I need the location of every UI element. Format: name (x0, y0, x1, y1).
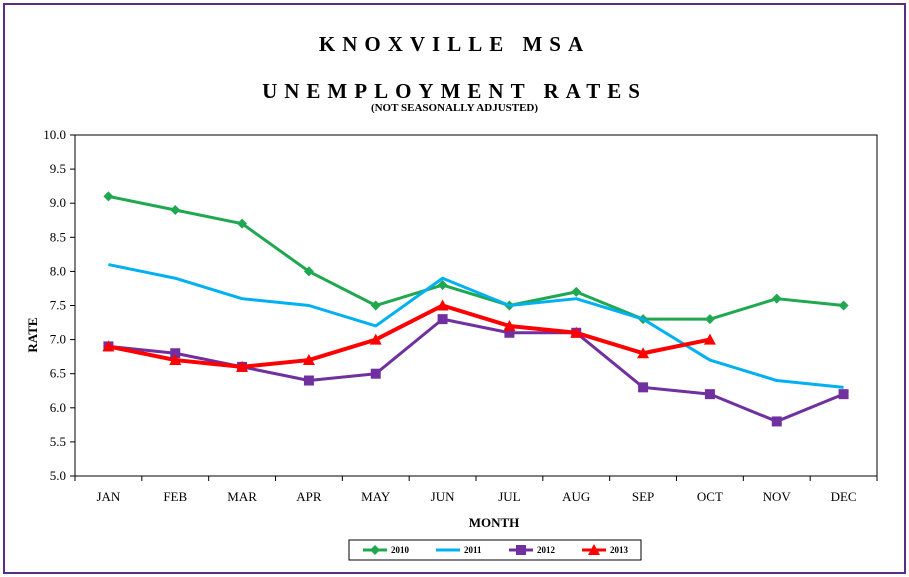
series-line-2013 (108, 303, 711, 369)
data-point-2013 (302, 354, 315, 366)
series-2010 (103, 191, 849, 325)
data-point-2010 (370, 300, 381, 311)
legend-label-2012: 2012 (537, 545, 556, 555)
x-tick-label: JUL (498, 489, 520, 504)
data-point-2012 (437, 314, 448, 325)
legend-marker-2013 (588, 544, 600, 555)
series-2012 (103, 314, 849, 427)
data-point-2010 (237, 218, 248, 229)
x-tick-label: DEC (831, 489, 857, 504)
legend-marker-2012 (516, 545, 526, 555)
y-axis-title: RATE (25, 317, 40, 352)
y-tick-label: 10.0 (43, 127, 66, 142)
x-tick-label: AUG (562, 489, 590, 504)
y-tick-label: 8.0 (50, 263, 66, 278)
y-tick-label: 5.5 (50, 434, 66, 449)
series-2011 (108, 263, 844, 389)
y-tick-label: 7.5 (50, 298, 66, 313)
data-point-2010 (571, 286, 582, 297)
x-tick-label: NOV (763, 489, 792, 504)
data-point-2010 (103, 191, 114, 202)
x-tick-label: SEP (632, 489, 654, 504)
data-point-2010 (437, 280, 448, 291)
data-point-2012 (370, 368, 381, 379)
data-point-2013 (703, 333, 716, 345)
y-tick-label: 7.0 (50, 332, 66, 347)
x-tick-label: MAR (227, 489, 257, 504)
data-point-2012 (771, 416, 782, 427)
legend-label-2013: 2013 (610, 545, 629, 555)
data-point-2012 (704, 389, 715, 400)
legend-label-2011: 2011 (464, 545, 482, 555)
legend-label-2010: 2010 (391, 545, 410, 555)
series-layer (102, 191, 849, 427)
chart-title-line1: KNOXVILLE MSA (318, 32, 591, 56)
x-tick-label: FEB (163, 489, 187, 504)
data-point-2010 (838, 300, 849, 311)
data-point-2013 (102, 340, 115, 352)
series-line-2010 (108, 194, 844, 321)
y-tick-label: 8.5 (50, 229, 66, 244)
data-point-2010 (771, 293, 782, 304)
data-point-2013 (236, 360, 249, 372)
x-tick-label: JAN (96, 489, 120, 504)
data-point-2013 (503, 319, 516, 331)
data-point-2013 (169, 354, 182, 366)
chart-subtitle: (NOT SEASONALLY ADJUSTED) (370, 102, 539, 114)
y-tick-label: 9.5 (50, 161, 66, 176)
data-point-2013 (637, 347, 650, 359)
x-tick-label: OCT (697, 489, 723, 504)
y-tick-label: 9.0 (50, 195, 66, 210)
x-tick-label: MAY (361, 489, 391, 504)
x-tick-label: APR (296, 489, 322, 504)
data-point-2010 (704, 314, 715, 325)
data-point-2012 (504, 327, 515, 338)
chart-title-line2: UNEMPLOYMENT RATES (262, 79, 647, 103)
axis-layer: 5.0 5.5 6.0 6.5 7.0 7.5 8.0 8.5 9.0 9.5 10.0 JAN FEB… (43, 127, 878, 504)
y-tick-label: 6.0 (50, 400, 66, 415)
data-point-2010 (303, 266, 314, 277)
y-tick-label: 6.5 (50, 366, 66, 381)
data-point-2012 (170, 348, 181, 359)
legend-box (348, 539, 642, 561)
data-point-2013 (570, 326, 583, 338)
series-2013 (102, 299, 716, 372)
series-line-2012 (108, 317, 845, 423)
data-point-2012 (638, 382, 649, 393)
x-tick-label: JUN (431, 489, 455, 504)
data-point-2012 (303, 375, 314, 386)
x-axis-title: MONTH (469, 515, 520, 530)
series-line-2011 (108, 263, 844, 389)
legend-marker-2010 (370, 545, 380, 555)
data-point-2012 (838, 389, 849, 400)
y-tick-label: 5.0 (50, 468, 66, 483)
data-point-2010 (170, 205, 181, 216)
data-point-2013 (369, 333, 382, 345)
data-point-2013 (436, 299, 449, 311)
legend: 2010 2011 2012 2013 (348, 539, 642, 561)
chart-frame (3, 3, 906, 574)
